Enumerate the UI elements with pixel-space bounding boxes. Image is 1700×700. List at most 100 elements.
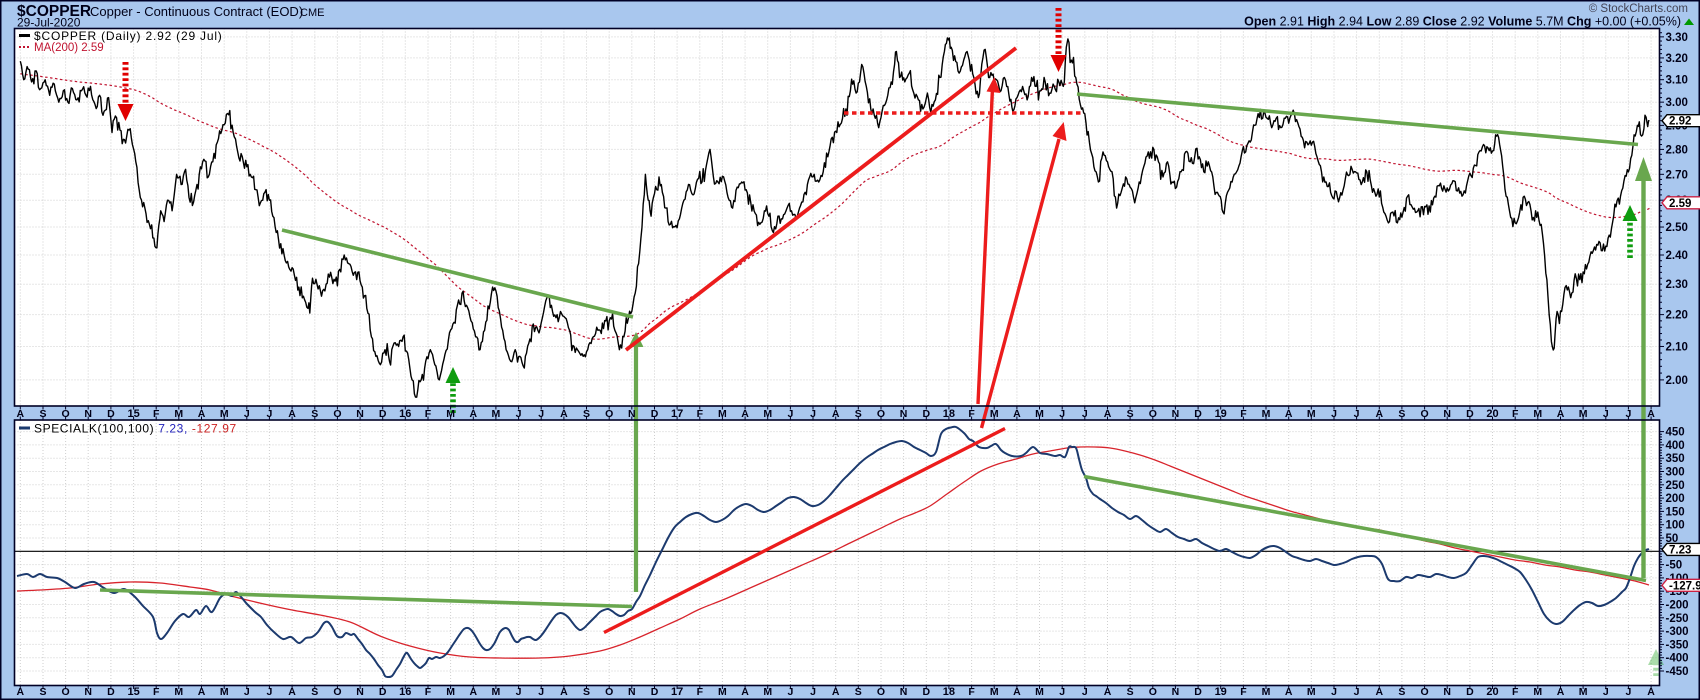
svg-text:O: O (1421, 408, 1429, 420)
svg-text:A: A (470, 408, 478, 420)
svg-text:A: A (1013, 686, 1021, 698)
svg-text:2.40: 2.40 (1666, 250, 1688, 262)
svg-text:2.50: 2.50 (1666, 222, 1688, 234)
svg-text:19: 19 (1215, 408, 1227, 420)
svg-text:M: M (1307, 408, 1316, 420)
svg-text:J: J (1354, 408, 1360, 420)
svg-text:O: O (62, 686, 70, 698)
svg-text:7.23: 7.23 (1669, 544, 1691, 556)
svg-text:J: J (1082, 686, 1088, 698)
svg-text:16: 16 (399, 686, 411, 698)
svg-text:A: A (17, 408, 25, 420)
svg-text:J: J (244, 408, 250, 420)
svg-text:S: S (1398, 686, 1405, 698)
svg-text:A: A (198, 686, 206, 698)
svg-text:M: M (763, 686, 772, 698)
svg-text:N: N (356, 686, 364, 698)
svg-text:S: S (1127, 408, 1134, 420)
svg-text:2.70: 2.70 (1666, 169, 1688, 181)
svg-text:A: A (1557, 408, 1565, 420)
svg-text:M: M (990, 408, 999, 420)
svg-text:20: 20 (1486, 686, 1498, 698)
svg-text:N: N (356, 408, 364, 420)
svg-text:J: J (538, 408, 544, 420)
svg-text:350: 350 (1666, 453, 1685, 465)
svg-text:N: N (900, 408, 908, 420)
svg-text:M: M (763, 408, 772, 420)
svg-text:J: J (1059, 408, 1065, 420)
svg-text:150: 150 (1666, 506, 1685, 518)
svg-text:J: J (787, 686, 793, 698)
svg-text:-400: -400 (1666, 653, 1689, 665)
svg-text:50: 50 (1666, 533, 1679, 545)
svg-text:A: A (1647, 686, 1655, 698)
svg-text:M: M (220, 408, 229, 420)
svg-text:18: 18 (943, 686, 955, 698)
svg-text:A: A (1376, 408, 1384, 420)
svg-text:J: J (1603, 408, 1609, 420)
svg-text:A: A (832, 408, 840, 420)
svg-text:M: M (1579, 408, 1588, 420)
svg-text:A: A (741, 408, 749, 420)
svg-text:F: F (1512, 686, 1519, 698)
svg-text:J: J (1082, 408, 1088, 420)
svg-text:J: J (538, 686, 544, 698)
svg-text:M: M (492, 686, 501, 698)
svg-text:A: A (1013, 408, 1021, 420)
svg-text:-50: -50 (1666, 560, 1683, 572)
svg-text:D: D (923, 408, 931, 420)
svg-text:17: 17 (671, 408, 683, 420)
svg-text:J: J (1331, 686, 1337, 698)
svg-text:J: J (787, 408, 793, 420)
svg-text:A: A (17, 686, 25, 698)
svg-text:N: N (1172, 686, 1180, 698)
svg-text:MA(200) 2.59: MA(200) 2.59 (34, 42, 104, 54)
svg-text:J: J (1603, 686, 1609, 698)
svg-text:O: O (877, 408, 885, 420)
svg-text:O: O (62, 408, 70, 420)
svg-text:Open 2.91 High 2.94 Low 2.89 C: Open 2.91 High 2.94 Low 2.89 Close 2.92 … (1244, 15, 1681, 29)
svg-text:300: 300 (1666, 467, 1685, 479)
svg-text:J: J (1331, 408, 1337, 420)
svg-text:A: A (1647, 408, 1655, 420)
svg-text:O: O (1421, 686, 1429, 698)
svg-text:O: O (605, 408, 613, 420)
svg-text:O: O (605, 686, 613, 698)
svg-text:-127.97: -127.97 (1669, 580, 1700, 592)
svg-text:15: 15 (127, 686, 139, 698)
svg-text:O: O (333, 408, 341, 420)
svg-text:D: D (651, 686, 659, 698)
svg-text:A: A (198, 408, 206, 420)
svg-text:-450: -450 (1666, 666, 1689, 678)
svg-text:M: M (220, 686, 229, 698)
svg-text:2.00: 2.00 (1666, 375, 1688, 387)
svg-text:3.30: 3.30 (1666, 32, 1688, 44)
svg-text:S: S (39, 408, 46, 420)
svg-text:M: M (1533, 408, 1542, 420)
svg-text:20: 20 (1486, 408, 1498, 420)
svg-text:M: M (1262, 408, 1271, 420)
svg-text:© StockCharts.com: © StockCharts.com (1589, 3, 1688, 15)
svg-text:CME: CME (300, 7, 324, 19)
svg-text:A: A (1376, 686, 1384, 698)
svg-text:M: M (718, 686, 727, 698)
svg-text:A: A (560, 686, 568, 698)
svg-text:O: O (333, 686, 341, 698)
svg-text:A: A (1557, 686, 1565, 698)
svg-text:F: F (425, 408, 432, 420)
svg-text:M: M (492, 408, 501, 420)
svg-text:N: N (84, 408, 92, 420)
svg-text:J: J (266, 408, 272, 420)
svg-text:F: F (1240, 686, 1247, 698)
svg-text:J: J (810, 408, 816, 420)
svg-text:A: A (832, 686, 840, 698)
svg-text:J: J (810, 686, 816, 698)
svg-text:S: S (1398, 408, 1405, 420)
svg-text:-250: -250 (1666, 613, 1689, 625)
svg-text:A: A (560, 408, 568, 420)
svg-text:F: F (425, 686, 432, 698)
svg-text:D: D (1466, 686, 1474, 698)
svg-text:D: D (1194, 686, 1202, 698)
svg-text:S: S (583, 408, 590, 420)
svg-text:S: S (39, 686, 46, 698)
